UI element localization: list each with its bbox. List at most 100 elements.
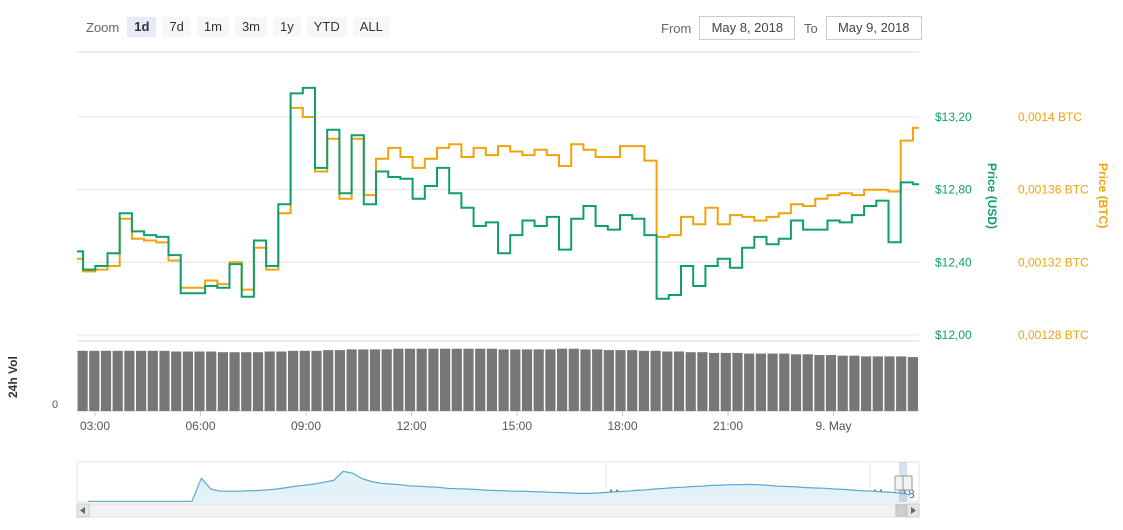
y-right-tick-label: 0,00136 BTC	[1018, 183, 1089, 197]
volume-bar	[697, 352, 708, 411]
series-line-price-btc	[77, 106, 919, 291]
volume-bar	[872, 356, 883, 411]
volume-bar	[720, 352, 731, 411]
y-right-tick-label: 0,0014 BTC	[1018, 110, 1082, 124]
volume-bar	[252, 352, 264, 411]
scroll-left-arrow-icon	[80, 507, 85, 514]
x-tick-label: 21:00	[713, 419, 743, 433]
volume-bar	[182, 351, 193, 411]
zoom-button-1d[interactable]: 1d	[127, 17, 157, 37]
volume-bar	[194, 351, 205, 411]
volume-bar	[709, 352, 720, 411]
zoom-button-3m[interactable]: 3m	[234, 17, 267, 37]
volume-bar	[662, 351, 673, 411]
range-to: To May 9, 2018	[804, 16, 922, 40]
volume-bar	[673, 351, 685, 411]
scrollbar-thumb[interactable]	[895, 504, 907, 517]
volume-bar	[404, 348, 416, 411]
y-right-tick-label: 0,00128 BTC	[1018, 328, 1089, 342]
volume-bar	[451, 348, 462, 411]
volume-bar	[650, 350, 661, 411]
volume-bar	[206, 351, 217, 411]
series-line-price-usd	[77, 86, 919, 300]
range-to-input[interactable]: May 9, 2018	[825, 16, 922, 40]
volume-bar	[767, 353, 778, 411]
y-left-tick-label: $12,40	[935, 255, 972, 269]
volume-bar	[592, 349, 603, 411]
volume-bar	[112, 350, 123, 411]
range-to-label: To	[804, 20, 818, 36]
volume-bar	[638, 350, 649, 411]
volume-bar	[557, 348, 568, 411]
zoom-button-all[interactable]: ALL	[352, 17, 390, 37]
zoom-label: Zoom	[86, 19, 120, 35]
y-right-axis-title: Price (BTC)	[1096, 163, 1110, 228]
scroll-right-arrow-icon	[911, 507, 916, 514]
volume-bar	[136, 350, 147, 411]
volume-bar	[825, 355, 837, 411]
volume-bar	[369, 349, 381, 411]
zoom-button-7d[interactable]: 7d	[162, 17, 191, 37]
range-from-input[interactable]: May 8, 2018	[699, 16, 796, 40]
volume-bar	[732, 352, 743, 411]
volume-bar	[779, 353, 790, 411]
volume-bar	[837, 355, 848, 411]
volume-bar	[615, 350, 626, 411]
y-right-tick-label: 0,00132 BTC	[1018, 255, 1089, 269]
volume-bar	[288, 350, 299, 411]
y-left-axis-title: Price (USD)	[985, 163, 999, 229]
volume-bar	[545, 349, 556, 411]
volume-tick-label: 0	[52, 399, 58, 411]
scrollbar-track	[76, 503, 920, 518]
volume-bar	[334, 350, 345, 411]
volume-bar	[896, 356, 907, 411]
navigator-handle-right[interactable]	[902, 475, 913, 491]
range-from: From May 8, 2018	[661, 16, 796, 40]
zoom-bar: Zoom 1d 7d 1m 3m 1y YTD ALL	[86, 17, 396, 37]
volume-bar	[381, 349, 392, 411]
volume-bar	[241, 352, 252, 411]
volume-bar	[627, 350, 638, 411]
volume-bar	[814, 355, 825, 411]
y-left-tick-label: $12,00	[935, 328, 972, 342]
x-tick-label: 15:00	[502, 419, 532, 433]
volume-bar	[440, 348, 451, 411]
x-tick-label: 9. May	[815, 419, 851, 433]
x-tick-label: 03:00	[80, 419, 110, 433]
volume-bar	[568, 348, 579, 411]
volume-axis-title: 24h Vol	[6, 356, 20, 398]
volume-bar	[428, 348, 439, 411]
volume-bar	[77, 350, 88, 411]
zoom-button-1y[interactable]: 1y	[273, 17, 301, 37]
volume-bar	[171, 351, 182, 411]
volume-bar	[100, 350, 112, 411]
volume-bar	[416, 348, 427, 411]
volume-bar	[393, 348, 404, 411]
volume-bar	[907, 357, 918, 411]
volume-bar	[311, 350, 322, 411]
y-left-tick-label: $12,80	[935, 183, 972, 197]
volume-bar	[521, 349, 533, 411]
volume-bar	[603, 350, 614, 411]
volume-bar	[217, 352, 228, 411]
volume-bar	[884, 356, 895, 411]
volume-bar	[276, 351, 287, 411]
volume-bar	[580, 349, 591, 411]
volume-bar	[802, 354, 813, 411]
zoom-button-ytd[interactable]: YTD	[306, 17, 347, 37]
y-left-tick-label: $13,20	[935, 110, 972, 124]
volume-bar	[849, 355, 860, 411]
volume-bar	[463, 348, 474, 411]
volume-bar	[744, 353, 755, 411]
x-tick-label: 12:00	[396, 419, 426, 433]
volume-bar	[685, 352, 696, 411]
zoom-button-1m[interactable]: 1m	[196, 17, 229, 37]
volume-bar	[299, 350, 310, 411]
volume-bar	[475, 348, 486, 411]
volume-bar	[790, 354, 802, 411]
volume-bar	[861, 356, 872, 411]
navigator-line	[88, 470, 911, 502]
volume-bar	[358, 349, 369, 411]
x-tick-label: 09:00	[291, 419, 321, 433]
